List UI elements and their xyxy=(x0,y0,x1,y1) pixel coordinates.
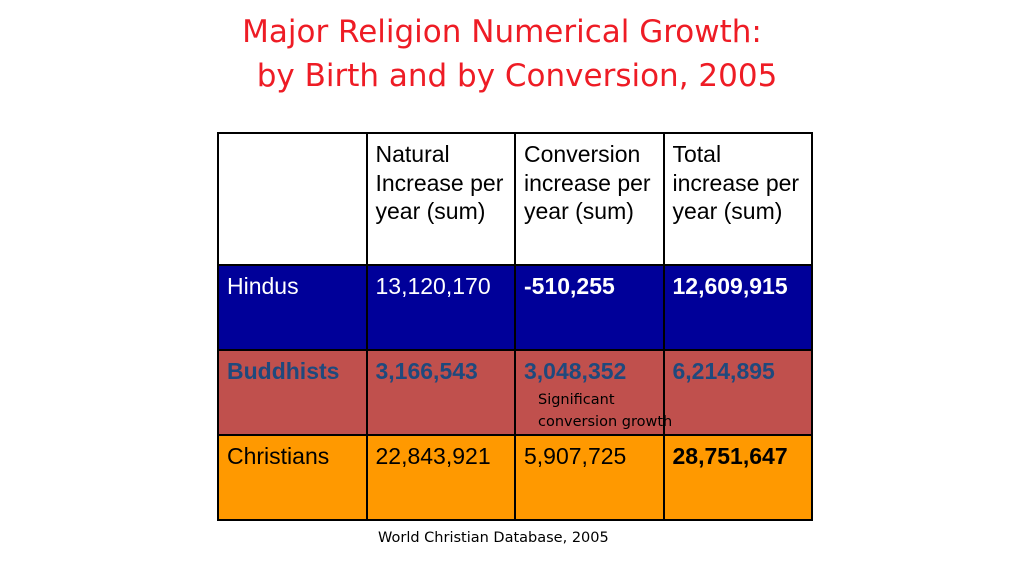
total-cell: 28,751,647 xyxy=(662,434,813,521)
table-header-row: Natural Increase per year (sum) Conversi… xyxy=(217,132,813,266)
total-cell: 12,609,915 xyxy=(662,264,813,351)
religion-cell: Hindus xyxy=(217,264,368,351)
header-total-increase: Total increase per year (sum) xyxy=(662,132,813,266)
header-cell-empty xyxy=(217,132,368,266)
conversion-cell: 5,907,725 xyxy=(514,434,665,521)
table-row: Buddhists 3,166,543 3,048,352 6,214,895 xyxy=(217,349,813,436)
title-line-2: by Birth and by Conversion, 2005 xyxy=(256,58,778,94)
table-row: Hindus 13,120,170 -510,255 12,609,915 xyxy=(217,264,813,351)
growth-table: Natural Increase per year (sum) Conversi… xyxy=(217,132,813,521)
natural-cell: 13,120,170 xyxy=(365,264,516,351)
natural-cell: 22,843,921 xyxy=(365,434,516,521)
note-line-2: conversion growth xyxy=(538,414,673,430)
header-conversion-increase: Conversion increase per year (sum) xyxy=(514,132,665,266)
conversion-cell: -510,255 xyxy=(514,264,665,351)
header-natural-increase: Natural Increase per year (sum) xyxy=(365,132,516,266)
religion-cell: Buddhists xyxy=(217,349,368,436)
conversion-cell: 3,048,352 xyxy=(514,349,665,436)
total-cell: 6,214,895 xyxy=(662,349,813,436)
source-citation: World Christian Database, 2005 xyxy=(378,530,609,546)
note-line-1: Significant xyxy=(538,392,615,408)
religion-cell: Christians xyxy=(217,434,368,521)
conversion-growth-note: Significant conversion growth xyxy=(538,389,672,433)
title-line-1: Major Religion Numerical Growth: xyxy=(242,14,762,50)
slide-title: Major Religion Numerical Growth: by Birt… xyxy=(0,10,1004,98)
natural-cell: 3,166,543 xyxy=(365,349,516,436)
table-row: Christians 22,843,921 5,907,725 28,751,6… xyxy=(217,434,813,521)
